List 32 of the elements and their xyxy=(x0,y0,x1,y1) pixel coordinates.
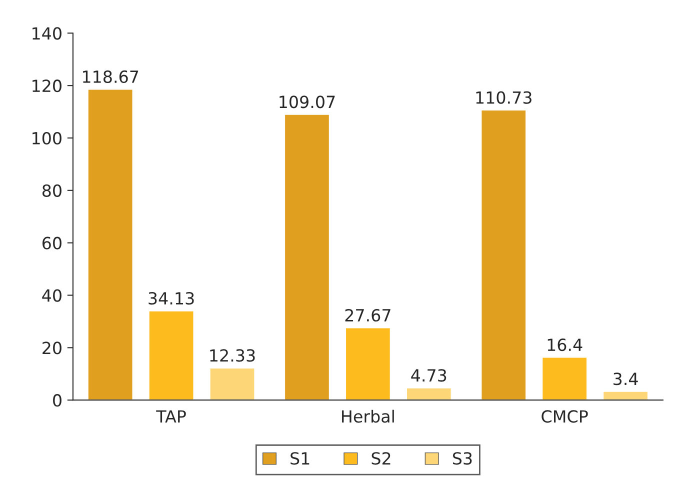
data-label: 110.73 xyxy=(476,91,532,104)
data-label: 109.07 xyxy=(280,96,335,108)
data-label: 118.67 xyxy=(83,70,138,84)
y-tick-label: 100 xyxy=(32,132,62,145)
y-tick-label: 40 xyxy=(42,289,62,302)
y-tick-label: 0 xyxy=(53,394,62,407)
y-tick-label: 60 xyxy=(42,236,62,250)
bar xyxy=(148,310,195,400)
data-label: 27.67 xyxy=(345,308,390,322)
bar xyxy=(480,109,527,400)
legend-label: S1 xyxy=(290,452,310,465)
bar xyxy=(208,367,256,400)
bar xyxy=(406,387,452,400)
legend-label: S3 xyxy=(452,452,472,465)
bar xyxy=(87,88,134,400)
x-tick-label: TAP xyxy=(156,410,186,422)
data-label: 34.13 xyxy=(148,292,194,305)
data-label: 16.4 xyxy=(548,338,582,352)
y-tick-label: 140 xyxy=(32,27,62,40)
bar xyxy=(602,390,649,400)
bar xyxy=(541,356,588,400)
legend-label: S2 xyxy=(372,452,390,465)
data-label: 3.4 xyxy=(614,372,638,386)
bar xyxy=(344,326,392,400)
y-tick-label: 20 xyxy=(42,342,62,354)
x-tick-label: Herbal xyxy=(342,410,394,423)
y-tick-label: 80 xyxy=(42,184,62,197)
bar xyxy=(284,114,330,400)
y-tick-label: 120 xyxy=(32,80,62,92)
x-tick-label: CMCP xyxy=(542,410,588,423)
data-label: 4.73 xyxy=(411,369,446,382)
data-label: 12.33 xyxy=(210,349,255,362)
